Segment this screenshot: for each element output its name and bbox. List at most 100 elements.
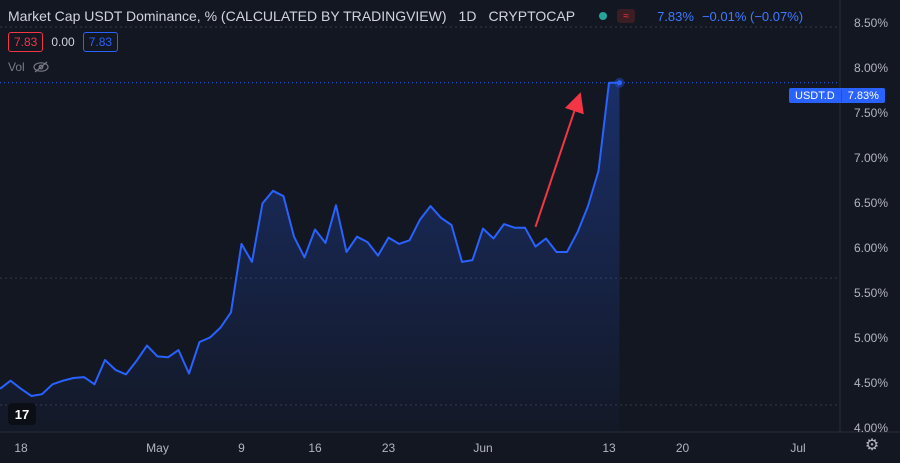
flag-icon[interactable]: ≈ bbox=[617, 9, 636, 23]
red-arrow bbox=[534, 92, 584, 228]
data-point bbox=[261, 201, 265, 205]
x-tick-label: 16 bbox=[308, 441, 322, 455]
volume-row: Vol bbox=[8, 60, 49, 74]
y-tick-label: 4.50% bbox=[853, 375, 888, 390]
data-point bbox=[607, 81, 611, 85]
data-point bbox=[397, 242, 401, 246]
data-point bbox=[429, 204, 433, 208]
data-point bbox=[303, 255, 307, 259]
y-tick-label: 7.00% bbox=[853, 150, 888, 165]
data-point bbox=[72, 376, 76, 380]
exchange-label: CRYPTOCAP bbox=[488, 8, 576, 24]
chart-header: Market Cap USDT Dominance, % (CALCULATED… bbox=[8, 6, 803, 26]
volume-label: Vol bbox=[8, 60, 25, 74]
series-line-path bbox=[0, 81, 620, 397]
data-point bbox=[30, 394, 34, 398]
gear-icon[interactable]: ⚙ bbox=[864, 437, 880, 454]
area-fill bbox=[0, 82, 620, 433]
tradingview-logo-icon[interactable]: 17 bbox=[8, 403, 36, 425]
data-point bbox=[513, 226, 517, 230]
data-point bbox=[502, 222, 506, 226]
area-fill-path bbox=[0, 82, 620, 433]
data-point bbox=[597, 169, 601, 173]
data-point bbox=[145, 344, 149, 348]
data-point bbox=[586, 204, 590, 208]
data-point bbox=[208, 336, 212, 340]
annotation-arrow bbox=[534, 92, 584, 228]
data-point bbox=[324, 241, 328, 245]
data-point bbox=[292, 235, 296, 239]
data-point bbox=[219, 326, 223, 330]
data-point bbox=[61, 379, 65, 383]
last-value: 7.83% bbox=[657, 8, 694, 24]
data-point bbox=[534, 245, 538, 249]
data-point bbox=[471, 258, 475, 262]
data-point bbox=[9, 379, 13, 383]
data-point bbox=[250, 260, 254, 264]
data-point bbox=[198, 340, 202, 344]
data-point bbox=[103, 358, 107, 362]
series-line bbox=[0, 81, 620, 397]
data-point bbox=[492, 237, 496, 241]
data-point bbox=[19, 387, 23, 391]
data-point bbox=[450, 223, 454, 227]
y-tick-label: 6.00% bbox=[853, 240, 888, 255]
data-point bbox=[271, 189, 275, 193]
data-point bbox=[40, 392, 44, 396]
y-tick-label: 8.00% bbox=[853, 60, 888, 75]
data-point bbox=[576, 230, 580, 234]
x-tick-label: Jun bbox=[473, 441, 493, 455]
eye-slash-icon[interactable] bbox=[33, 61, 49, 73]
data-point bbox=[418, 218, 422, 222]
data-point bbox=[544, 237, 548, 241]
axis-frame bbox=[0, 0, 900, 433]
data-point bbox=[82, 375, 86, 379]
x-tick-label: 23 bbox=[381, 441, 396, 455]
data-point bbox=[124, 372, 128, 376]
y-tick-label: 5.50% bbox=[853, 285, 888, 300]
data-point bbox=[523, 226, 527, 230]
data-point bbox=[240, 242, 244, 246]
data-point bbox=[166, 355, 170, 359]
x-tick-label: 20 bbox=[675, 441, 690, 455]
y-tick-label: 4.00% bbox=[853, 420, 888, 435]
x-tick-label: 13 bbox=[602, 441, 616, 455]
data-point bbox=[565, 250, 569, 254]
ohlc-row: 7.83 0.00 7.83 bbox=[8, 32, 119, 52]
data-point bbox=[376, 254, 380, 258]
data-point bbox=[313, 228, 317, 232]
blue-value-box: 7.83 bbox=[82, 32, 119, 52]
zero-value: 0.00 bbox=[51, 35, 75, 49]
data-point bbox=[229, 310, 233, 314]
data-point bbox=[334, 203, 338, 207]
data-point bbox=[355, 235, 359, 239]
red-value-box: 7.83 bbox=[8, 32, 44, 52]
price-tag-value: 7.83% bbox=[840, 89, 885, 102]
x-tick-label: 18 bbox=[14, 441, 28, 455]
x-tick-label: May bbox=[146, 441, 169, 455]
data-point bbox=[460, 260, 464, 264]
y-tick-label: 7.50% bbox=[853, 105, 888, 120]
series-points bbox=[9, 77, 625, 398]
data-point bbox=[555, 250, 559, 254]
data-point bbox=[408, 238, 412, 242]
price-tag: USDT.D 7.83% bbox=[789, 88, 885, 103]
price-tag-symbol: USDT.D bbox=[795, 89, 835, 102]
data-point bbox=[366, 240, 370, 244]
data-point bbox=[282, 194, 286, 198]
data-point bbox=[481, 227, 485, 231]
data-point bbox=[187, 372, 191, 376]
data-point bbox=[439, 216, 443, 220]
y-tick-label: 6.50% bbox=[853, 195, 888, 210]
y-tick-label: 5.00% bbox=[853, 330, 888, 345]
last-point-marker bbox=[617, 80, 622, 86]
interval-label[interactable]: 1D bbox=[458, 8, 477, 24]
y-tick-label: 8.50% bbox=[853, 15, 888, 30]
market-status-icon bbox=[599, 12, 608, 20]
data-point bbox=[345, 250, 349, 254]
x-tick-label: 9 bbox=[238, 441, 245, 455]
x-tick-label: Jul bbox=[790, 441, 806, 455]
change-value: −0.01% (−0.07%) bbox=[701, 8, 804, 24]
